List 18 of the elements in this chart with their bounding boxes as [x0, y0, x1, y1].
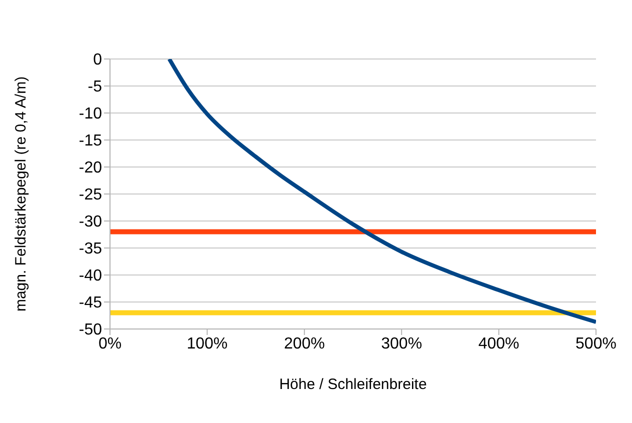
x-tick-label: 500% — [576, 335, 616, 352]
y-tick-label: -15 — [78, 132, 102, 150]
x-tick-label: 200% — [284, 335, 325, 352]
y-tick-label: 0 — [93, 52, 102, 69]
y-tick-label: -10 — [78, 106, 102, 123]
y-tick-label: -25 — [78, 186, 102, 204]
x-axis-title: Höhe / Schleifenbreite — [279, 376, 427, 393]
y-axis-title: magn. Feldstärkepegel (re 0,4 A/m) — [12, 76, 30, 312]
x-tick-label: 100% — [186, 335, 228, 352]
y-tick-label: -40 — [78, 268, 102, 285]
y-tick-label: -30 — [78, 214, 102, 231]
y-tick-label: -20 — [78, 160, 102, 177]
x-tick-label: 300% — [381, 335, 422, 352]
line-series — [167, 59, 596, 324]
y-tick-label: -5 — [88, 78, 102, 96]
y-tick-label: -45 — [78, 294, 102, 312]
y-tick-label: -35 — [78, 240, 102, 258]
x-tick-label: 400% — [478, 335, 520, 352]
